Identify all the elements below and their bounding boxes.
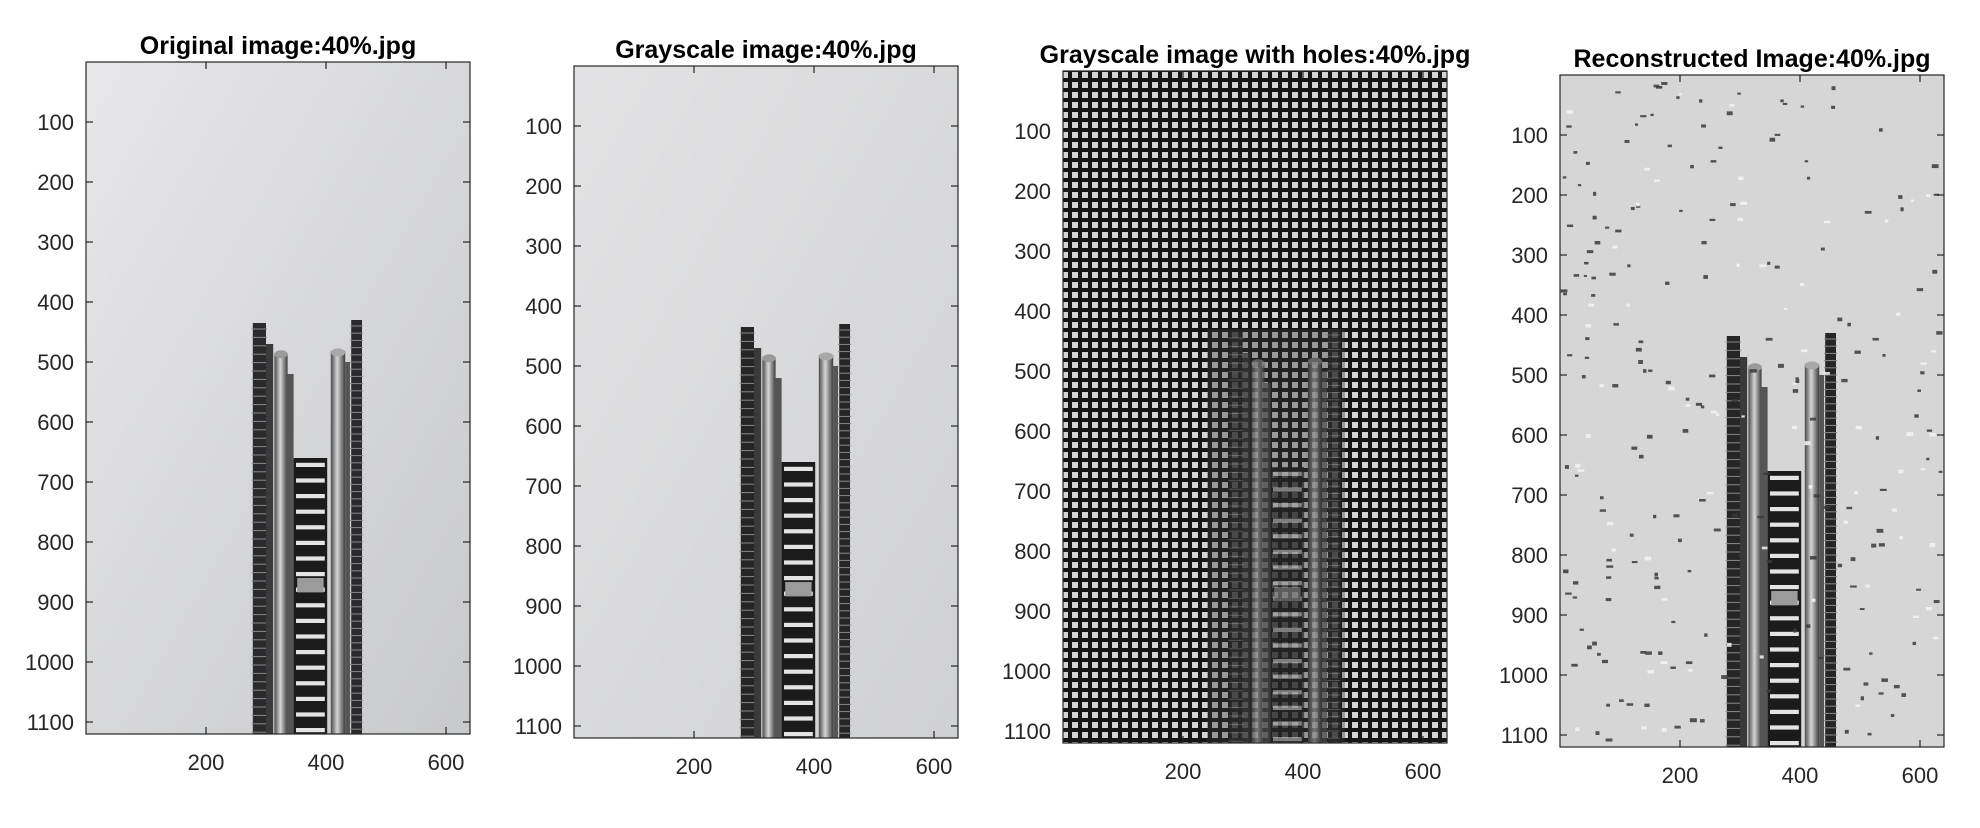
axes-frame xyxy=(85,61,471,735)
x-tick-label: 400 xyxy=(308,750,345,775)
y-tick-label: 400 xyxy=(1014,299,1051,324)
y-tick-label: 500 xyxy=(1014,359,1051,384)
y-tick-label: 500 xyxy=(1511,363,1548,388)
x-tick-label: 600 xyxy=(428,750,465,775)
panel-image xyxy=(1063,71,1447,743)
y-tick-label: 200 xyxy=(37,170,74,195)
y-tick-label: 1000 xyxy=(513,654,562,679)
panel-title: Reconstructed Image:40%.jpg xyxy=(1573,45,1930,73)
y-tick-label: 1100 xyxy=(515,714,562,739)
x-tick-label: 400 xyxy=(1285,759,1322,784)
panel-title: Grayscale image with holes:40%.jpg xyxy=(1040,41,1471,69)
panel-title: Grayscale image:40%.jpg xyxy=(615,36,917,64)
axes-frame xyxy=(1559,74,1945,748)
y-tick-label: 900 xyxy=(1014,599,1051,624)
x-tick-label: 600 xyxy=(1902,763,1939,788)
x-tick-label: 200 xyxy=(1662,763,1699,788)
y-tick-label: 700 xyxy=(525,474,562,499)
panel-image xyxy=(1560,75,1944,747)
y-tick-label: 300 xyxy=(525,234,562,259)
y-tick-label: 600 xyxy=(1511,423,1548,448)
y-tick-label: 400 xyxy=(37,290,74,315)
y-tick-label: 300 xyxy=(1511,243,1548,268)
y-tick-label: 900 xyxy=(1511,603,1548,628)
y-tick-label: 1000 xyxy=(1002,659,1051,684)
y-tick-label: 300 xyxy=(1014,239,1051,264)
y-tick-label: 200 xyxy=(1014,179,1051,204)
y-tick-label: 1100 xyxy=(1501,723,1548,748)
x-tick-label: 200 xyxy=(188,750,225,775)
y-tick-label: 800 xyxy=(1511,543,1548,568)
y-tick-label: 400 xyxy=(1511,303,1548,328)
y-tick-label: 800 xyxy=(1014,539,1051,564)
panel-original: Original image:40%.jpg 100 200 300 400 500 600… xyxy=(25,32,471,775)
y-tick-label: 1100 xyxy=(27,710,74,735)
axes-frame xyxy=(573,65,959,739)
panel-image xyxy=(574,66,958,738)
y-tick-label: 1000 xyxy=(1499,663,1548,688)
panel-title: Original image:40%.jpg xyxy=(140,32,416,60)
y-tick-label: 700 xyxy=(1014,479,1051,504)
x-tick-label: 200 xyxy=(676,754,713,779)
y-tick-label: 500 xyxy=(37,350,74,375)
y-tick-label: 600 xyxy=(1014,419,1051,444)
panel-holes: Grayscale image with holes:40%.jpg 100 200… xyxy=(1002,41,1471,784)
y-tick-label: 800 xyxy=(37,530,74,555)
x-tick-label: 400 xyxy=(796,754,833,779)
y-tick-label: 100 xyxy=(1014,119,1051,144)
y-tick-label: 200 xyxy=(525,174,562,199)
y-tick-label: 300 xyxy=(37,230,74,255)
panel-reconstructed: Reconstructed Image:40%.jpg 100 200 300 400 5… xyxy=(1499,45,1945,788)
x-tick-label: 200 xyxy=(1165,759,1202,784)
y-tick-label: 100 xyxy=(1511,123,1548,148)
y-tick-label: 600 xyxy=(525,414,562,439)
x-tick-label: 600 xyxy=(1405,759,1442,784)
y-tick-label: 800 xyxy=(525,534,562,559)
axes-frame xyxy=(1062,70,1448,744)
y-tick-label: 100 xyxy=(525,114,562,139)
panel-grayscale: Grayscale image:40%.jpg 100 200 300 400 500 60… xyxy=(513,36,959,779)
x-tick-label: 600 xyxy=(916,754,953,779)
y-tick-label: 700 xyxy=(1511,483,1548,508)
y-tick-label: 200 xyxy=(1511,183,1548,208)
y-tick-label: 700 xyxy=(37,470,74,495)
y-tick-label: 500 xyxy=(525,354,562,379)
panel-image xyxy=(86,62,470,734)
y-tick-label: 1100 xyxy=(1004,719,1051,744)
y-tick-label: 100 xyxy=(37,110,74,135)
x-tick-label: 400 xyxy=(1782,763,1819,788)
y-tick-label: 900 xyxy=(37,590,74,615)
y-tick-label: 400 xyxy=(525,294,562,319)
y-tick-label: 1000 xyxy=(25,650,74,675)
y-tick-label: 900 xyxy=(525,594,562,619)
y-tick-label: 600 xyxy=(37,410,74,435)
